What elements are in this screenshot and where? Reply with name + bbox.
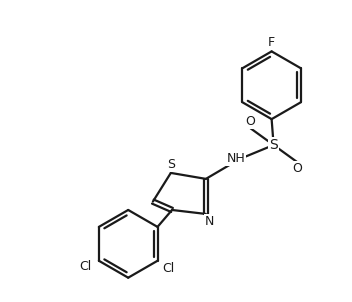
Text: S: S [167,158,175,171]
Text: O: O [292,162,302,175]
Text: F: F [268,36,275,49]
Text: S: S [269,138,278,152]
Text: N: N [205,215,215,228]
Text: Cl: Cl [163,262,175,275]
Text: O: O [246,115,256,128]
Text: NH: NH [226,153,245,165]
Text: Cl: Cl [79,260,91,273]
